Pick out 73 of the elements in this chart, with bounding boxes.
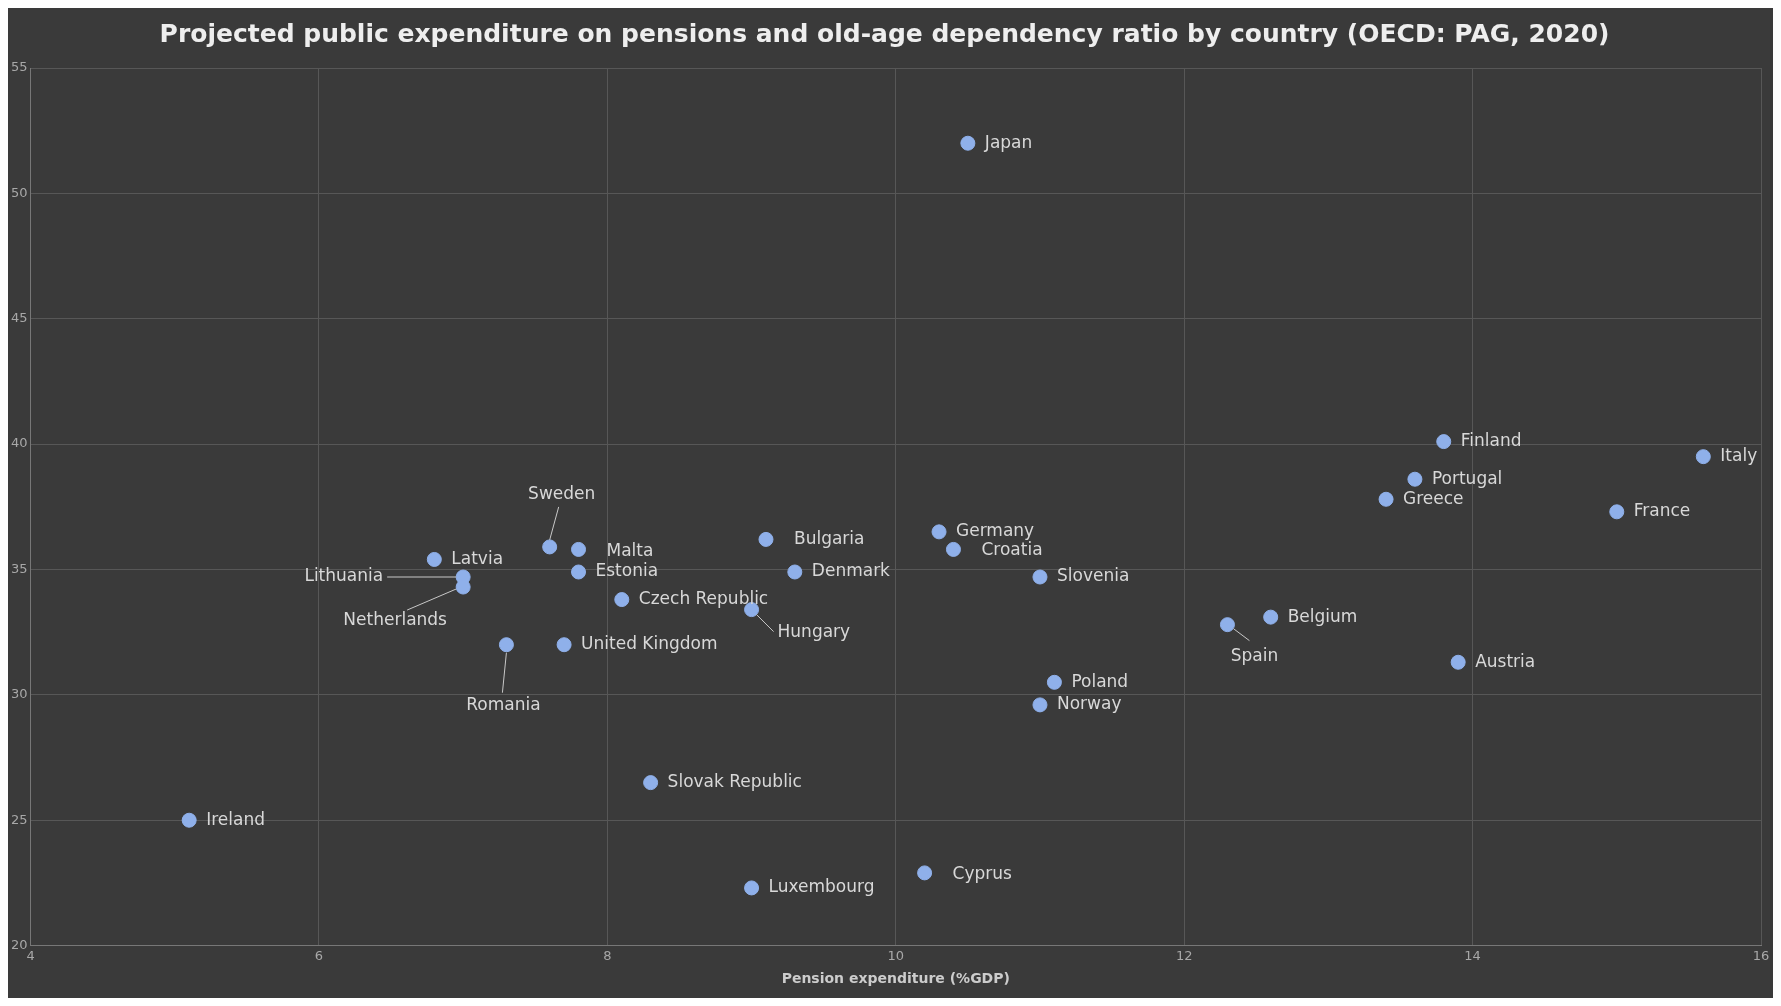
annotation: Slovenia [1056,565,1130,586]
point [498,637,514,653]
x-tick-label: 12 [1175,947,1193,963]
x-tick-label: 14 [1464,947,1481,963]
point [1032,697,1048,713]
point [1032,569,1048,585]
point [614,592,630,608]
annotation: Hungary [777,621,851,642]
x-tick-label: 16 [1752,947,1770,963]
point [1378,491,1394,507]
annotation: Norway [1056,693,1122,714]
annotation: Luxembourg [768,876,875,897]
y-tick-label: 45 [11,310,28,326]
point [571,564,587,580]
annotation: Malta [606,539,654,560]
annotation: Cyprus [952,863,1013,884]
annotation: Czech Republic [638,588,769,608]
point [1046,674,1062,690]
annotation: Estonia [595,560,659,581]
point [643,775,659,791]
point [1450,654,1466,670]
annotation: Lithuania [304,565,384,586]
annotation: Sweden [528,483,596,504]
x-tick-label: 8 [603,947,612,963]
x-tick-label: 6 [314,947,324,963]
point [917,865,933,881]
point [960,135,976,151]
annotation: Japan [983,131,1033,152]
point [787,564,803,580]
point [1609,504,1625,520]
annotation: Slovak Republic [667,771,802,792]
annotation: Spain [1230,645,1279,666]
point [556,637,572,653]
point [1436,434,1452,450]
annotation: France [1633,500,1691,521]
x-tick-label: 10 [887,947,905,963]
x-tick-label: 4 [26,947,35,963]
y-tick-label: 20 [11,936,28,952]
annotation: Denmark [811,560,891,581]
annotation: Ireland [206,808,265,829]
y-tick-label: 30 [11,686,28,702]
x-axis-title: Pension expenditure (%GDP) [781,970,1010,987]
annotation: Romania [466,694,541,715]
annotation: Germany [956,520,1035,541]
annotation: Latvia [451,547,504,568]
annotation: Austria [1475,650,1536,671]
point [1219,617,1235,633]
point [945,541,961,557]
annotation: Belgium [1287,605,1358,626]
y-tick-label: 40 [11,435,28,451]
point [1695,449,1711,465]
annotation: Finland [1460,430,1522,451]
annotation: Portugal [1431,467,1503,488]
point [571,541,587,557]
annotation: Poland [1071,670,1129,691]
y-tick-label: 35 [11,560,28,576]
point [542,539,558,555]
y-tick-label: 25 [11,811,28,827]
point [1407,471,1423,487]
point [426,551,442,567]
point [744,880,760,896]
point [758,531,774,547]
annotation: Greece [1403,487,1464,508]
annotation: Netherlands [343,609,448,630]
point [1263,609,1279,625]
annotation: United Kingdom [581,633,718,654]
point [931,524,947,540]
y-tick-label: 55 [11,59,28,75]
chart-title: Projected public expenditure on pensions and old-age dependency ratio by country (OECD: PAG, 2020) [159,18,1610,48]
annotation: Bulgaria [793,527,865,548]
y-tick-label: 50 [11,184,28,200]
annotation: Italy [1720,445,1758,466]
point [181,812,197,828]
